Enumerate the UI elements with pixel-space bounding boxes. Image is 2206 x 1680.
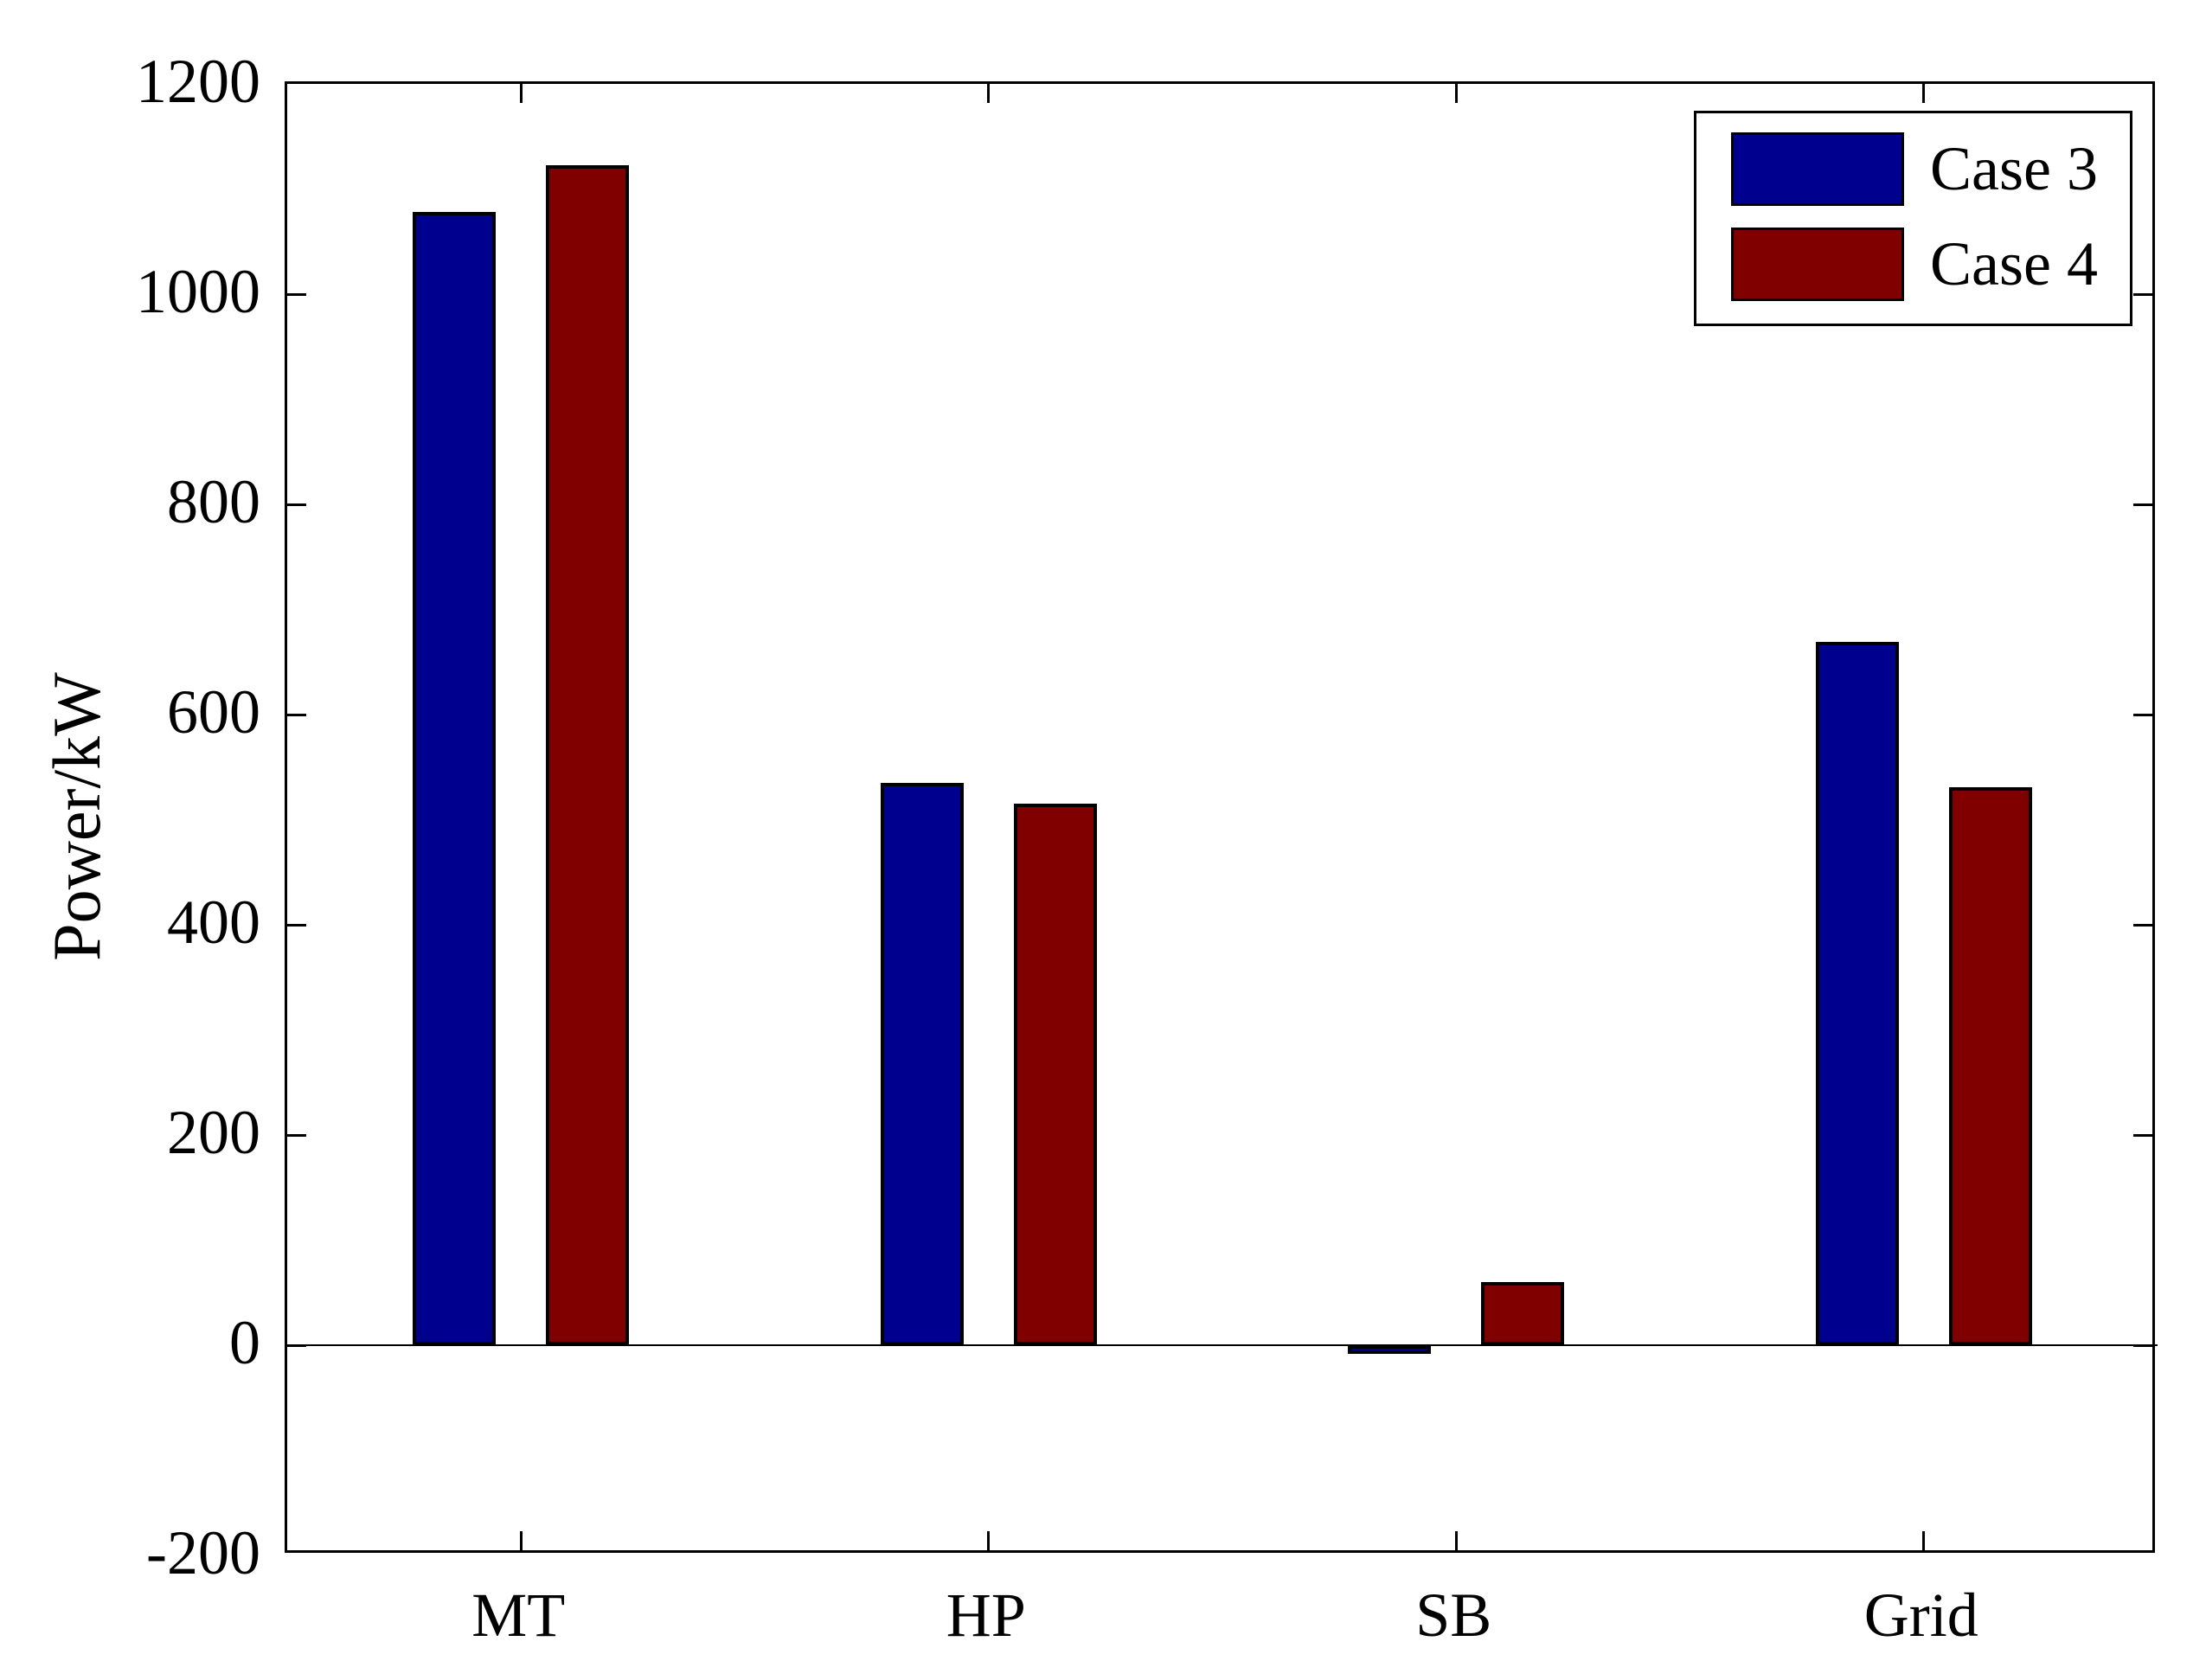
y-tick-left xyxy=(287,713,306,716)
bar-case-3-sb xyxy=(1348,1345,1432,1354)
bar-case-3-grid xyxy=(1815,642,1899,1345)
y-tick-right xyxy=(2133,1133,2152,1137)
x-tick-top xyxy=(987,84,991,103)
x-tick-label: Grid xyxy=(1863,1581,1978,1650)
y-tick-right xyxy=(2133,713,2152,716)
y-tick-left xyxy=(287,503,306,506)
legend: Case 3 Case 4 xyxy=(1694,111,2132,326)
y-tick-left xyxy=(287,1133,306,1137)
x-tick-label: MT xyxy=(471,1581,566,1650)
x-tick-top xyxy=(1922,84,1926,103)
legend-swatch-case-4 xyxy=(1731,228,1904,301)
x-tick-top xyxy=(1454,84,1458,103)
y-tick-right xyxy=(2133,292,2152,296)
y-tick-label: 0 xyxy=(229,1308,260,1377)
bar-case-4-hp xyxy=(1013,804,1097,1345)
y-tick-right xyxy=(2133,503,2152,506)
bar-case-3-hp xyxy=(880,782,964,1345)
bar-case-4-sb xyxy=(1481,1282,1565,1345)
y-tick-left xyxy=(287,292,306,296)
legend-label-case-4: Case 4 xyxy=(1930,229,2098,298)
zero-baseline xyxy=(287,1344,2158,1346)
y-tick-label: 800 xyxy=(167,467,260,536)
x-tick-bottom xyxy=(519,1531,523,1550)
plot-area xyxy=(285,81,2158,1553)
y-tick-label: 200 xyxy=(167,1098,260,1167)
bar-case-3-mt xyxy=(413,212,497,1345)
x-tick-label: HP xyxy=(946,1581,1026,1650)
y-tick-right xyxy=(2133,923,2152,927)
y-axis-title: Power/kW xyxy=(39,672,114,961)
x-tick-label: SB xyxy=(1415,1581,1492,1650)
x-tick-top xyxy=(519,84,523,103)
y-tick-left xyxy=(287,923,306,927)
legend-swatch-case-3 xyxy=(1731,132,1904,206)
y-tick-label: 600 xyxy=(167,677,260,747)
x-tick-bottom xyxy=(1922,1531,1926,1550)
y-tick-left xyxy=(287,1343,306,1347)
x-tick-bottom xyxy=(1454,1531,1458,1550)
x-tick-bottom xyxy=(987,1531,991,1550)
y-tick-label: 400 xyxy=(167,888,260,957)
y-tick-label: 1200 xyxy=(136,47,260,116)
bar-case-4-grid xyxy=(1948,786,2032,1345)
y-tick-label: -200 xyxy=(146,1518,260,1587)
y-tick-label: 1000 xyxy=(136,257,260,326)
y-tick-right xyxy=(2133,1343,2152,1347)
legend-label-case-3: Case 3 xyxy=(1930,134,2098,203)
bar-case-4-mt xyxy=(546,164,630,1345)
